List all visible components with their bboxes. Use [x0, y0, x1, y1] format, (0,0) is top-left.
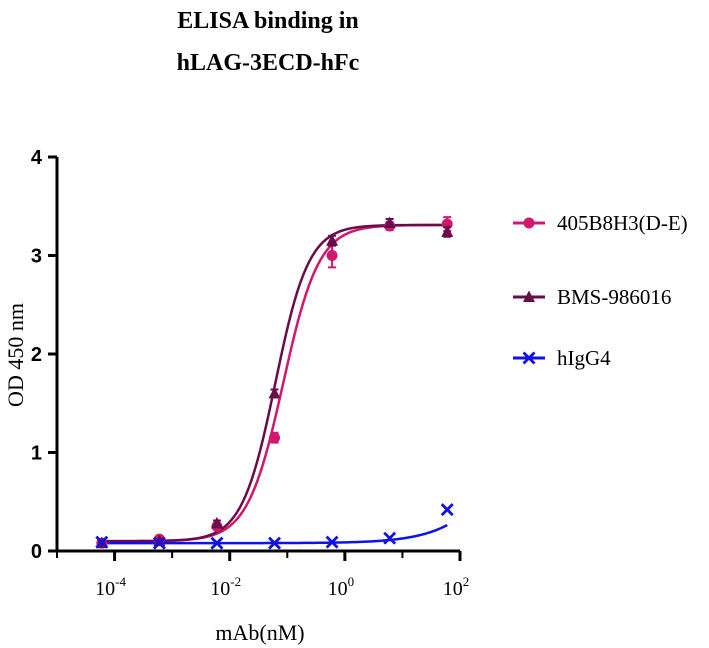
y-tick-label: 1 — [31, 443, 42, 465]
legend-label: BMS-986016 — [557, 285, 671, 309]
y-axis-label: OD 450 nm — [3, 303, 28, 407]
x-tick-exponent: 0 — [348, 574, 355, 589]
x-tick-base: 10 — [95, 578, 115, 600]
data-point — [268, 536, 282, 550]
chart-title-line-2: hLAG-3ECD-hFc — [177, 50, 360, 76]
data-points — [95, 216, 454, 550]
x-tick-label: 102 — [443, 574, 470, 600]
fit-curve-2 — [101, 223, 448, 543]
legend-marker — [523, 290, 535, 302]
data-point — [268, 386, 281, 399]
x-tick-exponent: -2 — [230, 574, 241, 589]
y-tick-label: 2 — [31, 344, 42, 366]
x-tick-base: 10 — [328, 578, 348, 600]
y-tick-label: 0 — [31, 541, 42, 563]
legend: 405B8H3(D-E) BMS-986016 hIgG4 — [513, 211, 688, 370]
legend-marker — [522, 351, 536, 365]
data-point — [326, 234, 339, 246]
y-tick-label: 4 — [31, 147, 43, 169]
fit-curves — [101, 223, 448, 545]
data-point — [325, 535, 339, 549]
x-axis-label: mAb(nM) — [215, 620, 304, 645]
y-tick-label: 3 — [31, 246, 42, 268]
data-point — [441, 225, 454, 237]
data-point — [153, 534, 166, 547]
x-tick-label: 10-2 — [210, 574, 241, 600]
x-tick-base: 10 — [443, 578, 463, 600]
x-tick-label: 10-4 — [95, 574, 126, 600]
x-tick-exponent: -4 — [115, 574, 126, 589]
legend-label: 405B8H3(D-E) — [557, 211, 688, 235]
data-point — [210, 536, 224, 550]
data-point — [383, 531, 397, 545]
data-point — [95, 535, 109, 549]
chart-title-line-1: ELISA binding in — [177, 8, 358, 34]
data-point — [152, 536, 166, 550]
x-tick-exponent: 2 — [463, 574, 470, 589]
legend-marker — [523, 217, 535, 229]
x-tick-base: 10 — [210, 578, 230, 600]
legend-label: hIgG4 — [557, 346, 611, 370]
data-point — [210, 516, 223, 529]
x-tick-label: 100 — [328, 574, 355, 600]
data-point — [269, 432, 281, 444]
data-point — [383, 216, 396, 228]
data-point — [440, 503, 454, 517]
data-point — [326, 250, 338, 261]
